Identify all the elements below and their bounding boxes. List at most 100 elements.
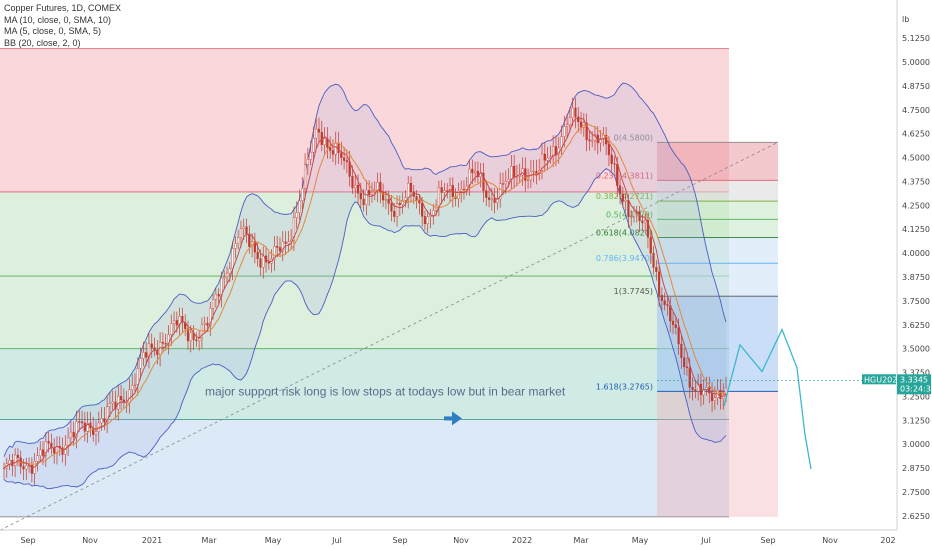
candle-body xyxy=(242,226,245,229)
candle-body xyxy=(421,202,424,217)
candle-body xyxy=(315,128,318,139)
candle-body xyxy=(281,241,284,252)
time-axis-tick: May xyxy=(632,536,649,545)
time-axis-tick: Jul xyxy=(331,536,342,545)
price-axis-tick: 4.1250 xyxy=(902,225,930,234)
candle-body xyxy=(526,179,530,181)
candle-body xyxy=(67,437,70,446)
candle-body xyxy=(627,200,630,217)
candle-body xyxy=(618,185,622,195)
candle-body xyxy=(652,252,655,268)
candle-body xyxy=(100,418,103,424)
candle-body xyxy=(688,367,691,388)
candle-body xyxy=(657,271,661,296)
blue-zone xyxy=(0,419,729,517)
time-axis-tick: Jul xyxy=(700,536,711,545)
candle-body xyxy=(122,399,125,403)
candle-body xyxy=(669,305,672,322)
candle-body xyxy=(16,454,20,458)
candle-body xyxy=(638,211,641,222)
candle-body xyxy=(36,455,39,462)
candle-body xyxy=(616,163,619,186)
candle-body xyxy=(490,198,493,200)
fib-band xyxy=(657,237,778,297)
candle-body xyxy=(677,327,680,345)
candle-body xyxy=(301,188,304,201)
price-axis-tick: 3.1250 xyxy=(902,416,930,425)
candle-body xyxy=(195,339,198,342)
candle-body xyxy=(47,441,50,444)
candle-body xyxy=(552,146,555,158)
candle-body xyxy=(276,246,279,248)
candle-body xyxy=(719,390,722,399)
candle-body xyxy=(14,454,17,467)
candle-body xyxy=(234,243,237,249)
candle-body xyxy=(607,143,611,156)
time-axis-tick: Nov xyxy=(82,536,98,545)
candle-body xyxy=(395,203,399,217)
candle-body xyxy=(599,138,602,144)
candle-body xyxy=(175,320,178,326)
time-axis-tick: Sep xyxy=(20,536,35,545)
candle-body xyxy=(295,212,298,218)
candle-body xyxy=(145,352,148,358)
candle-body xyxy=(574,107,577,118)
candle-body xyxy=(671,320,675,325)
candle-body xyxy=(153,347,156,351)
candle-body xyxy=(131,385,134,390)
candle-body xyxy=(323,138,326,146)
candle-body xyxy=(644,220,647,224)
price-axis-tick: 4.0000 xyxy=(902,249,930,258)
candle-body xyxy=(25,465,28,470)
legend-ma5[interactable]: MA (5, close, 0, SMA, 5) xyxy=(4,26,102,36)
support-annotation[interactable]: major support risk long is low stops at … xyxy=(205,385,566,399)
candle-body xyxy=(30,464,33,474)
price-axis-tick: 3.8750 xyxy=(902,273,930,282)
time-axis-tick: Mar xyxy=(201,536,217,545)
candle-body xyxy=(150,343,153,348)
candle-body xyxy=(591,140,594,142)
candle-body xyxy=(666,304,669,306)
candle-body xyxy=(446,190,449,192)
legend-ma10[interactable]: MA (10, close, 0, SMA, 10) xyxy=(4,14,112,25)
candle-body xyxy=(69,431,73,439)
legend-symbol[interactable]: Copper Futures, 1D, COMEX xyxy=(4,3,122,13)
candle-body xyxy=(384,199,388,201)
time-axis-tick: 202 xyxy=(880,536,895,545)
candle-body xyxy=(546,157,549,161)
candle-body xyxy=(239,228,243,238)
candle-body xyxy=(172,320,176,324)
candle-body xyxy=(108,403,112,407)
ma10-line xyxy=(3,123,727,469)
candle-body xyxy=(370,191,374,195)
candle-body xyxy=(437,187,440,207)
candle-body xyxy=(474,170,477,174)
legend-bb[interactable]: BB (20, close, 2, 0) xyxy=(4,37,81,48)
candle-body xyxy=(278,247,282,252)
price-axis-tick: 3.7500 xyxy=(902,297,930,306)
candle-body xyxy=(663,300,666,305)
price-axis-tick: 4.8750 xyxy=(902,82,930,91)
candle-body xyxy=(292,217,296,241)
price-axis-tick: 3.5000 xyxy=(902,345,930,354)
candle-body xyxy=(407,183,410,198)
candle-body xyxy=(303,164,307,189)
candle-body xyxy=(510,166,513,180)
candle-body xyxy=(610,154,613,164)
fib-band xyxy=(657,296,778,392)
candle-body xyxy=(418,200,421,204)
candle-body xyxy=(362,198,365,205)
candle-body xyxy=(161,341,164,344)
price-axis-tick: 4.5000 xyxy=(902,154,930,163)
candle-body xyxy=(273,246,276,260)
candle-body xyxy=(298,200,301,213)
candle-body xyxy=(133,384,137,386)
candle-body xyxy=(170,323,173,335)
candle-body xyxy=(223,276,226,279)
candle-body xyxy=(217,294,220,297)
candle-body xyxy=(382,192,385,201)
candle-body xyxy=(214,294,217,300)
price-axis-tick: 4.3750 xyxy=(902,177,930,186)
